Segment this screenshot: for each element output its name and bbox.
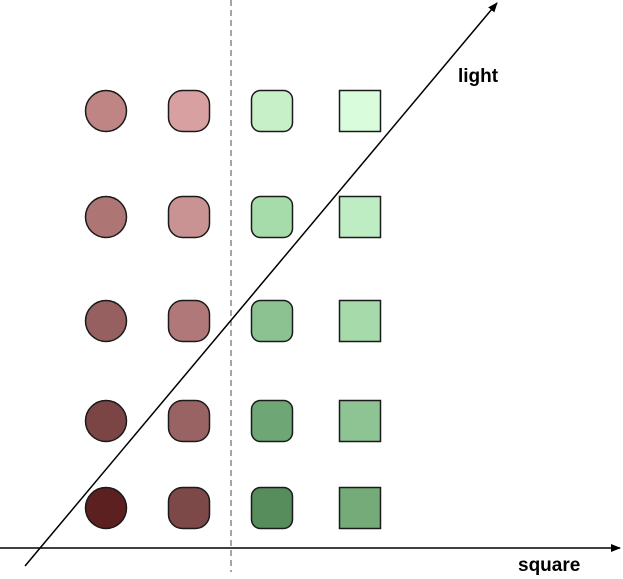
circle-shape-row-1 <box>84 89 128 133</box>
rounded-circle-shape-row-5 <box>167 486 211 530</box>
square-shape-row-4 <box>338 399 382 443</box>
rounded-square-shape-row-5 <box>250 486 294 530</box>
square-shape-row-1 <box>338 89 382 133</box>
rounded-circle-shape-row-3 <box>167 299 211 343</box>
shape-grid <box>84 89 382 530</box>
rounded-square-shape-row-3 <box>250 299 294 343</box>
x-axis-label: square <box>518 555 580 576</box>
square-shape-row-3 <box>338 299 382 343</box>
rounded-square-shape-row-1 <box>250 89 294 133</box>
square-shape-row-2 <box>338 195 382 239</box>
circle-shape-row-3 <box>84 299 128 343</box>
rounded-square-shape-row-4 <box>250 399 294 443</box>
square-shape-row-5 <box>338 486 382 530</box>
circle-shape-row-2 <box>84 195 128 239</box>
rounded-square-shape-row-2 <box>250 195 294 239</box>
rounded-circle-shape-row-1 <box>167 89 211 133</box>
diagonal-axis-arrow <box>24 2 498 567</box>
rounded-circle-shape-row-4 <box>167 399 211 443</box>
circle-shape-row-4 <box>84 399 128 443</box>
circle-shape-row-5 <box>84 486 128 530</box>
y-axis-label: light <box>458 66 499 87</box>
rounded-circle-shape-row-2 <box>167 195 211 239</box>
